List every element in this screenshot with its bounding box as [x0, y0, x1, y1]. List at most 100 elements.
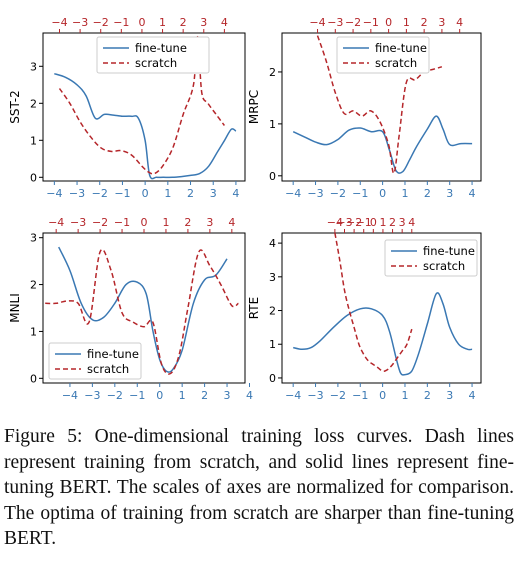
scratch-series-line: [58, 35, 225, 175]
scratch-series-line: [45, 248, 239, 375]
x-bottom-tick-label: −4: [62, 389, 78, 402]
x-bottom-tick-label: 2: [187, 187, 194, 200]
x-top-tick-label: 4: [408, 216, 415, 229]
legend-box: [96, 36, 210, 74]
x-bottom-tick-label: −2: [92, 187, 108, 200]
legend-box: [384, 239, 478, 277]
y-tick-label: 3: [30, 60, 37, 73]
y-tick-label: 4: [269, 237, 276, 250]
x-bottom-tick-label: 3: [446, 187, 453, 200]
x-bottom-tick-label: 1: [401, 389, 408, 402]
x-bottom-tick-label: −1: [114, 187, 130, 200]
x-bottom-tick-label: 1: [164, 187, 171, 200]
x-bottom-tick-label: 4: [246, 389, 253, 402]
legend-label: fine-tune: [135, 41, 187, 55]
legend-label: fine-tune: [87, 347, 139, 361]
x-top-tick-label: 3: [200, 16, 207, 29]
x-top-tick-label: 3: [399, 216, 406, 229]
x-top-tick-label: 3: [438, 16, 445, 29]
x-top-tick-label: −1: [114, 216, 130, 229]
x-bottom-tick-label: −2: [330, 389, 346, 402]
x-top-tick-label: −3: [72, 16, 88, 29]
x-bottom-tick-label: −2: [330, 187, 346, 200]
x-top-tick-label: 0: [141, 216, 148, 229]
x-bottom-tick-label: −1: [129, 389, 145, 402]
x-top-tick-label: −4: [327, 216, 343, 229]
x-bottom-tick-label: 0: [156, 389, 163, 402]
x-top-tick-label: −2: [92, 216, 108, 229]
x-top-tick-label: 3: [206, 216, 213, 229]
y-axis-label: RTE: [247, 297, 261, 319]
x-top-tick-label: 4: [456, 16, 463, 29]
x-top-tick-label: 2: [184, 216, 191, 229]
x-top-tick-label: 4: [228, 216, 235, 229]
x-bottom-tick-label: −3: [84, 389, 100, 402]
x-bottom-tick-label: 2: [201, 389, 208, 402]
y-tick-label: 1: [269, 118, 276, 131]
x-bottom-tick-label: −2: [107, 389, 123, 402]
legend-label: scratch: [375, 56, 417, 70]
plot-frame: [42, 32, 246, 182]
scratch-series-line: [316, 35, 443, 174]
x-bottom-tick-label: 3: [210, 187, 217, 200]
fine-tune-series-line: [54, 72, 237, 180]
y-tick-label: 0: [269, 170, 276, 183]
x-bottom-tick-label: 4: [469, 187, 476, 200]
plot-frame: [281, 232, 482, 384]
x-bottom-tick-label: −4: [285, 187, 301, 200]
y-axis-label: SST-2: [8, 90, 22, 123]
x-top-tick-label: 0: [385, 16, 392, 29]
x-bottom-tick-label: −4: [285, 389, 301, 402]
x-top-tick-label: 0: [138, 16, 145, 29]
x-bottom-tick-label: −1: [352, 389, 368, 402]
x-bottom-tick-label: −4: [46, 187, 62, 200]
fine-tune-series-line: [58, 246, 228, 373]
x-top-tick-label: 2: [180, 16, 187, 29]
x-top-tick-label: −3: [70, 216, 86, 229]
y-tick-label: 3: [30, 232, 37, 245]
legend-box: [336, 36, 430, 74]
y-tick-label: 2: [269, 305, 276, 318]
legend-label: scratch: [135, 56, 177, 70]
legend-label: scratch: [87, 362, 129, 376]
x-bottom-tick-label: 4: [232, 187, 239, 200]
figure-caption: Figure 5: One-dimensional training loss …: [4, 426, 514, 549]
y-axis-label: MRPC: [247, 90, 261, 124]
y-tick-label: 1: [269, 338, 276, 351]
x-bottom-tick-label: −3: [69, 187, 85, 200]
x-bottom-tick-label: 3: [224, 389, 231, 402]
x-top-tick-label: 4: [221, 16, 228, 29]
y-tick-label: 1: [30, 325, 37, 338]
scratch-series-line: [334, 233, 413, 373]
y-tick-label: 3: [269, 271, 276, 284]
y-tick-label: 2: [30, 97, 37, 110]
x-top-tick-label: −3: [327, 16, 343, 29]
x-bottom-tick-label: 0: [142, 187, 149, 200]
fine-tune-series-line: [292, 115, 473, 174]
x-top-tick-label: −4: [48, 216, 64, 229]
x-top-tick-label: −2: [93, 16, 109, 29]
x-top-tick-label: 1: [403, 16, 410, 29]
legend-box: [48, 342, 142, 380]
x-top-tick-label: −2: [346, 216, 362, 229]
legend-label: fine-tune: [423, 244, 475, 258]
x-bottom-tick-label: 1: [401, 187, 408, 200]
x-bottom-tick-label: 0: [379, 389, 386, 402]
x-bottom-tick-label: −3: [307, 187, 323, 200]
y-tick-label: 1: [30, 134, 37, 147]
y-tick-label: 0: [269, 372, 276, 385]
legend-label: scratch: [423, 259, 465, 273]
x-bottom-tick-label: 3: [446, 389, 453, 402]
x-bottom-tick-label: −3: [307, 389, 323, 402]
x-top-tick-label: −1: [113, 16, 129, 29]
x-top-tick-label: 0: [370, 216, 377, 229]
legend-label: fine-tune: [375, 41, 427, 55]
x-top-tick-label: −1: [363, 16, 379, 29]
x-top-tick-label: −3: [336, 216, 352, 229]
plot-frame: [281, 32, 482, 182]
y-tick-label: 2: [30, 279, 37, 292]
x-top-tick-label: 2: [389, 216, 396, 229]
x-bottom-tick-label: 4: [469, 389, 476, 402]
y-tick-label: 0: [30, 372, 37, 385]
